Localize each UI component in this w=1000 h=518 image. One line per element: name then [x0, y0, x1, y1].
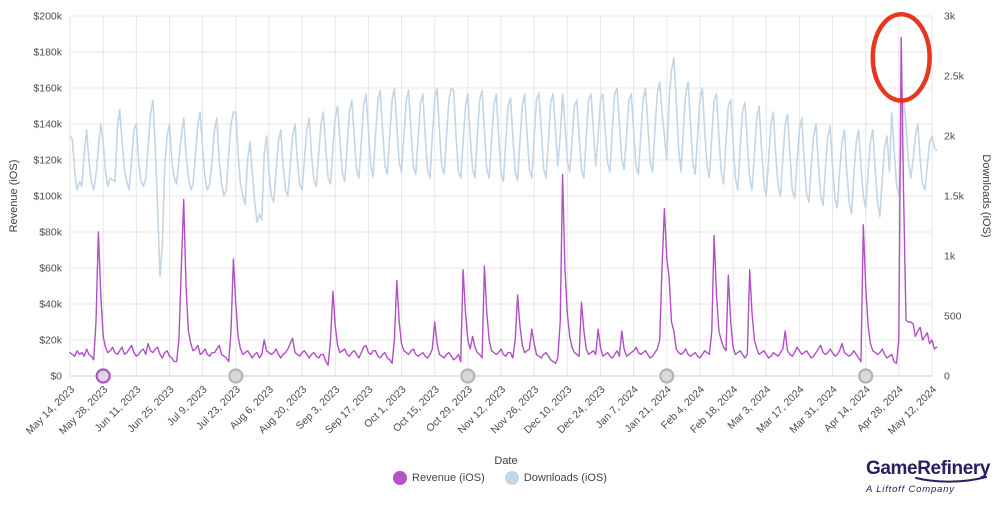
event-marker-apr-14-2024[interactable] — [858, 368, 874, 384]
left-axis-tick-label: $40k — [39, 299, 63, 311]
revenue-legend-dot-icon — [393, 471, 408, 485]
left-axis-tick-label: $60k — [39, 263, 63, 275]
left-axis-tick-label: $120k — [33, 155, 62, 167]
downloads-legend-label: Downloads (iOS) — [523, 472, 607, 484]
left-axis-tick-label: $0 — [50, 371, 62, 383]
downloads-legend-dot-icon — [504, 471, 519, 485]
right-axis-tick-label: 3k — [944, 11, 956, 23]
downloads-series-line[interactable] — [69, 57, 938, 278]
event-marker-may-28-2023[interactable] — [95, 368, 111, 384]
right-axis-tick-label: 2.5k — [944, 71, 965, 83]
logo-tagline: A Liftoff Company — [866, 484, 955, 495]
left-axis-tick-label: $180k — [33, 47, 62, 59]
gamerefinery-logo: GameRefinery A Liftoff Company — [866, 458, 991, 496]
right-axis-tick-label: 500 — [944, 311, 962, 323]
event-marker-oct-29-2023[interactable] — [460, 368, 476, 384]
event-marker-jul-23-2023[interactable] — [228, 368, 244, 384]
peak-highlight-ellipse-annotation — [870, 11, 932, 103]
left-axis-tick-label: $20k — [39, 335, 63, 347]
left-axis-tick-label: $200k — [33, 11, 62, 23]
left-axis-tick-label: $160k — [33, 83, 62, 95]
logo-swash-icon — [915, 476, 987, 483]
x-axis-title: Date — [494, 455, 518, 467]
right-axis-tick-label: 1.5k — [944, 191, 965, 203]
revenue-series-line[interactable] — [69, 36, 938, 366]
left-axis-title: Revenue (iOS) — [8, 159, 20, 233]
right-axis-tick-label: 0 — [944, 371, 950, 383]
revenue-legend-label: Revenue (iOS) — [412, 472, 485, 484]
right-axis-title: Downloads (iOS) — [980, 154, 992, 238]
right-axis-tick-label: 2k — [944, 131, 956, 143]
gamerefinery-wordmark: GameRefinery — [866, 458, 991, 479]
left-axis-tick-label: $80k — [39, 227, 63, 239]
left-axis-tick-label: $100k — [33, 191, 62, 203]
legend-item-revenue[interactable]: Revenue (iOS) — [393, 471, 485, 485]
legend: Revenue (iOS) Downloads (iOS) — [0, 471, 1000, 485]
event-marker-jan-21-2024[interactable] — [659, 368, 675, 384]
left-axis-tick-label: $140k — [33, 119, 62, 131]
legend-item-downloads[interactable]: Downloads (iOS) — [504, 471, 607, 485]
right-axis-tick-label: 1k — [944, 251, 956, 263]
